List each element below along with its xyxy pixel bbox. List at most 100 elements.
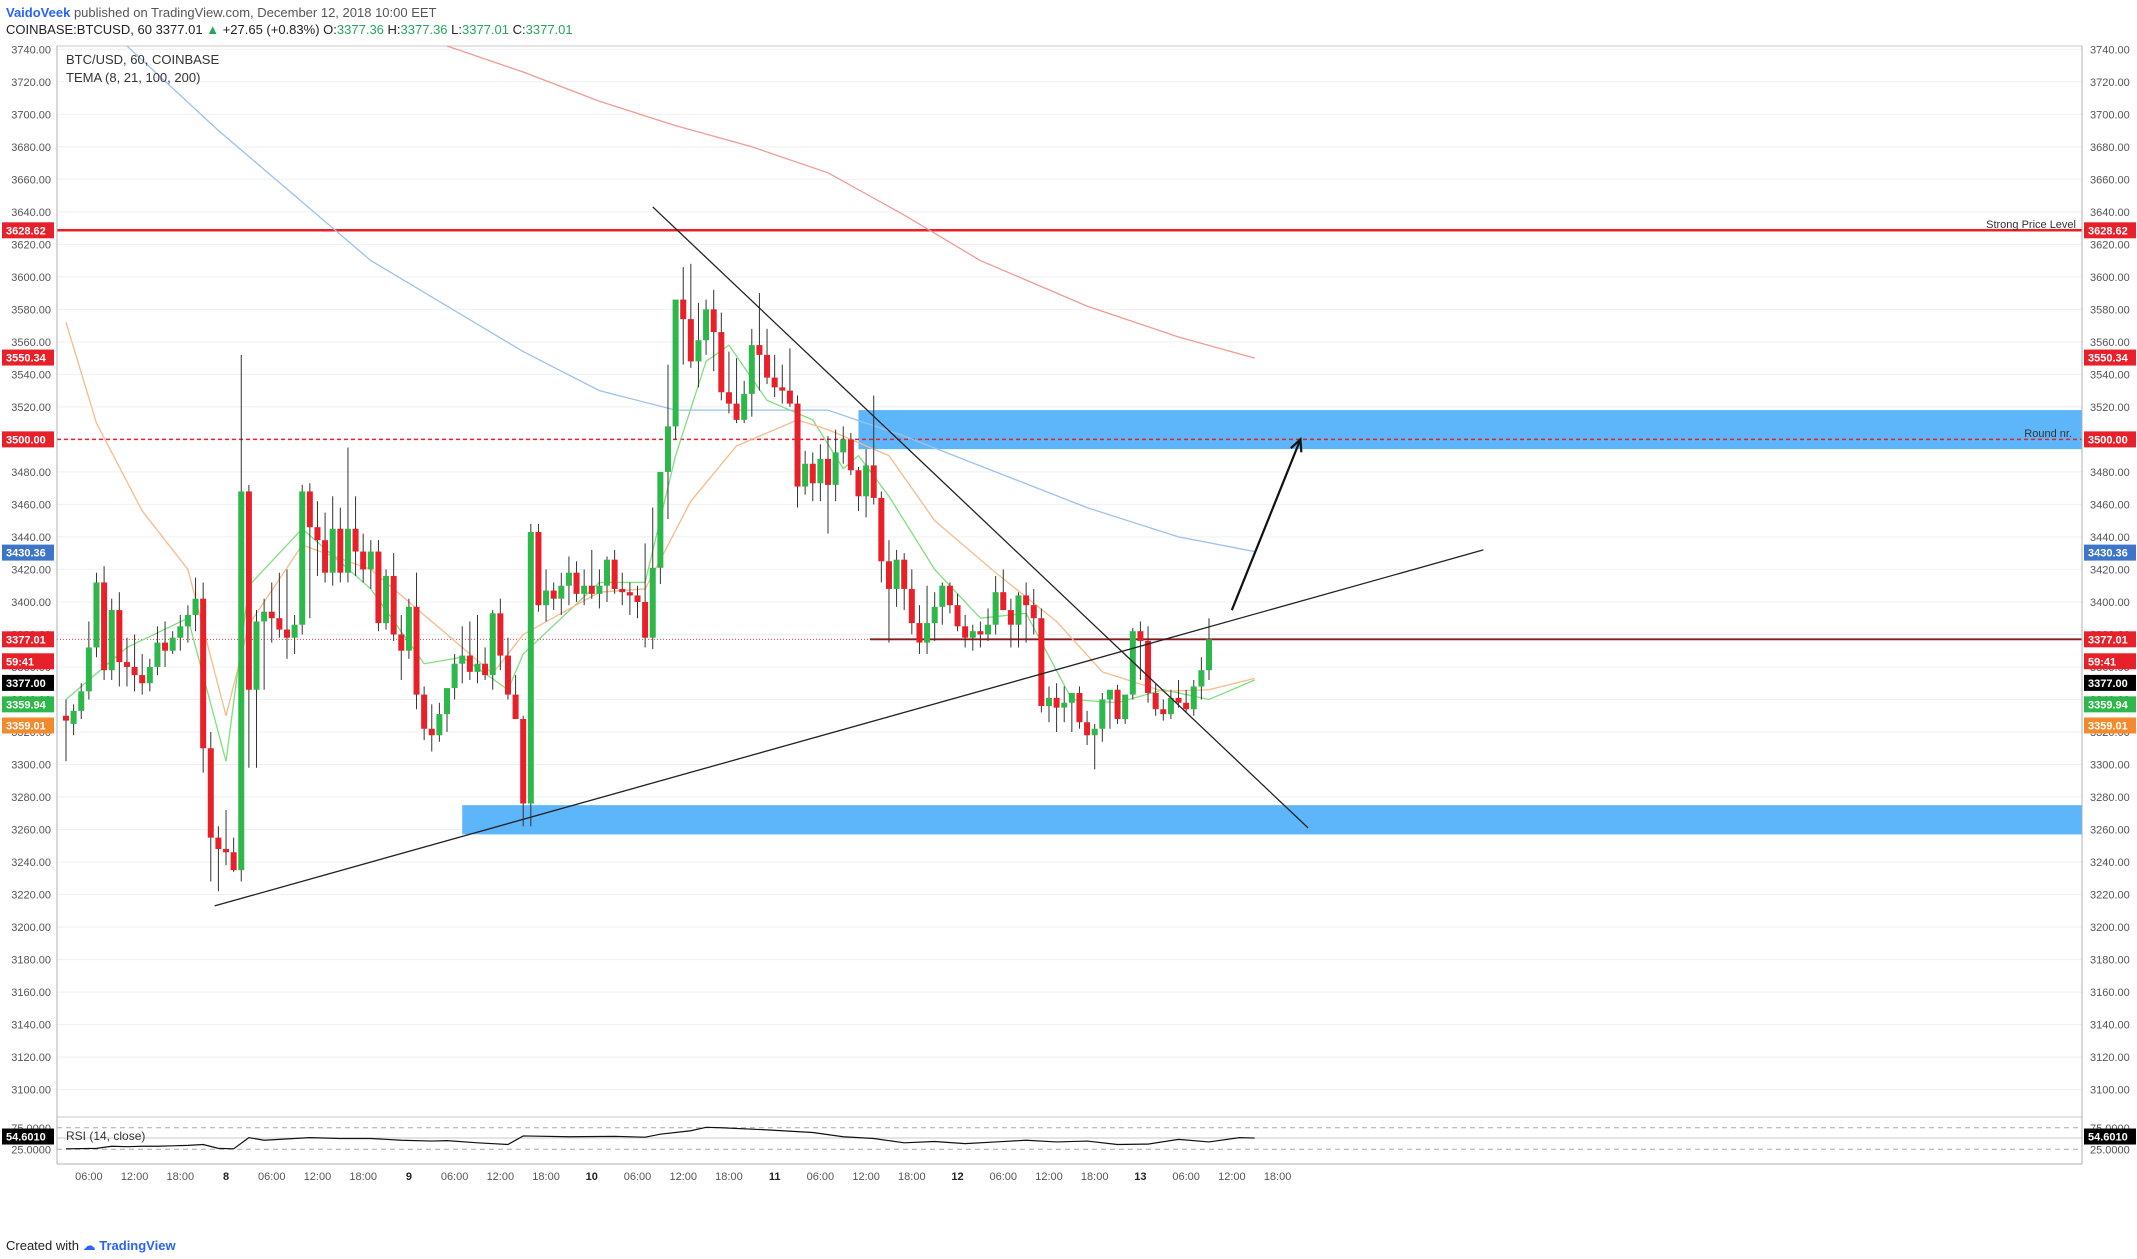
- y-tick-label: 3700.00: [2090, 109, 2130, 121]
- candle-body: [969, 631, 976, 638]
- candle-body: [985, 624, 992, 635]
- candle: [649, 507, 656, 650]
- price-label: 3628.62: [2, 222, 54, 239]
- x-tick-label: 12:00: [487, 1171, 515, 1183]
- candle: [116, 592, 123, 687]
- candle: [748, 328, 755, 417]
- y-tick-label: 3580.00: [2090, 304, 2130, 316]
- left-price-axis[interactable]: 3740.00 3720.00 3700.00 3680.00 3660.00 3640.…: [2, 44, 58, 1164]
- ascending-trendline: [214, 549, 1484, 907]
- y-tick-label: 3460.00: [2090, 499, 2130, 511]
- price-label-text: 3377.01: [6, 634, 46, 646]
- candle-body: [832, 452, 839, 485]
- candle: [512, 675, 519, 719]
- price-label-text: 3628.62: [2088, 225, 2128, 237]
- candle: [870, 395, 877, 505]
- price-label: 3377.00: [2, 674, 54, 691]
- candle: [1114, 684, 1121, 724]
- y-tick-label: 3280.00: [11, 792, 51, 804]
- rsi-value-box: [2084, 1128, 2136, 1145]
- price-label-text: 3430.36: [6, 548, 46, 560]
- candle: [847, 432, 854, 476]
- candle: [1145, 626, 1152, 703]
- price-label: 3377.01: [2084, 631, 2136, 648]
- candle-body: [223, 849, 230, 853]
- time-axis[interactable]: 06:00 12:00 18:00 8 06:00 12:00 18:00 9 06:00 12:…: [57, 1163, 2082, 1183]
- candle-body: [383, 575, 390, 624]
- candle: [825, 436, 831, 534]
- y-tick-label: 3180.00: [2090, 955, 2130, 967]
- candle-body: [93, 582, 100, 648]
- created-with: Created with: [6, 1238, 79, 1253]
- candle-body: [162, 642, 169, 651]
- candle-body: [512, 694, 519, 719]
- legend-indicator: TEMA (8, 21, 100, 200): [66, 70, 200, 85]
- candle: [969, 624, 976, 651]
- candle: [634, 585, 641, 619]
- candle-body: [703, 309, 710, 341]
- candle: [482, 647, 489, 680]
- candle-body: [741, 393, 748, 420]
- symbol: COINBASE:BTCUSD, 60: [6, 22, 152, 37]
- x-tick-label: 18:00: [715, 1171, 743, 1183]
- price-label-box: [2, 349, 54, 366]
- price-label-box: [2, 544, 54, 561]
- candle: [771, 354, 778, 398]
- price-label-box: [2, 696, 54, 713]
- y-tick-label: 3420.00: [2090, 564, 2130, 576]
- candle-body: [1152, 692, 1159, 710]
- candle: [985, 608, 992, 641]
- candle-body: [748, 345, 755, 394]
- candle-body: [1007, 610, 1014, 625]
- price-label-box: [2084, 717, 2136, 734]
- candle-body: [1106, 689, 1113, 700]
- candle-body: [451, 663, 458, 689]
- candle: [192, 577, 199, 632]
- candle-body: [474, 663, 481, 672]
- candle: [588, 549, 595, 599]
- x-tick-label: 06:00: [75, 1171, 103, 1183]
- candle-body: [878, 497, 885, 562]
- right-price-axis[interactable]: 3740.00 3720.00 3700.00 3680.00 3660.00 3640.…: [2081, 44, 2136, 1164]
- candle: [741, 380, 748, 424]
- candle: [1206, 618, 1212, 680]
- candle-body: [101, 582, 108, 671]
- price-label-box: [2084, 349, 2136, 366]
- candle-body: [695, 340, 702, 362]
- candle-body: [466, 655, 473, 672]
- candle: [733, 358, 740, 424]
- y-tick-label: 3140.00: [2090, 1020, 2130, 1032]
- author-link[interactable]: VaidoVeek: [6, 5, 71, 20]
- candle: [413, 572, 420, 710]
- candle-body: [1122, 694, 1129, 719]
- candle-body: [375, 551, 382, 624]
- candle-body: [360, 551, 367, 570]
- candle-body: [657, 471, 664, 568]
- candle: [954, 593, 961, 632]
- y-tick-label: 3120.00: [11, 1052, 51, 1064]
- price-label: 3550.34: [2084, 349, 2136, 366]
- candle-body: [1129, 631, 1136, 695]
- y-tick-label: 3520.00: [2090, 402, 2130, 414]
- candle: [596, 569, 603, 609]
- candle: [779, 364, 786, 404]
- x-tick-label: 8: [223, 1171, 229, 1183]
- rsi-line: [65, 1126, 1255, 1150]
- price-label: 3550.34: [2, 349, 54, 366]
- candle-body: [520, 718, 527, 804]
- candle: [817, 444, 824, 502]
- candle: [344, 447, 351, 583]
- candle-body: [268, 611, 275, 619]
- tema-200-line: [446, 45, 1255, 359]
- y-tick-label: 3640.00: [11, 207, 51, 219]
- candle-body: [565, 572, 572, 586]
- tradingview-brand[interactable]: TradingView: [99, 1238, 176, 1253]
- candle-body: [314, 527, 321, 541]
- candle-body: [1206, 639, 1212, 671]
- candle-body: [649, 567, 656, 638]
- candle-body: [825, 458, 831, 485]
- x-tick-label: 12: [951, 1171, 963, 1183]
- y-tick-label: 3640.00: [2090, 207, 2130, 219]
- candle: [504, 637, 511, 700]
